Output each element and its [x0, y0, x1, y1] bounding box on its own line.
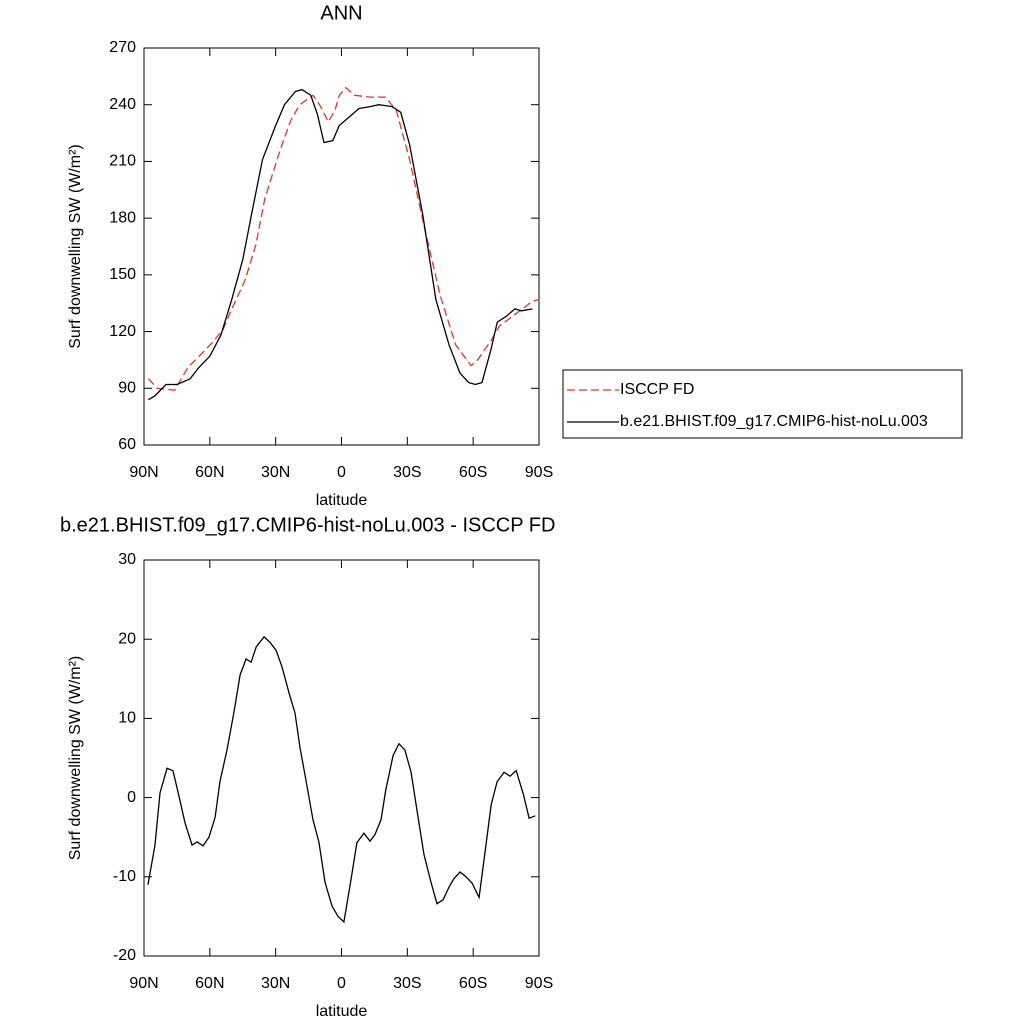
y-tick-label: 90 [118, 380, 136, 397]
y-tick-label: 270 [109, 39, 136, 56]
y-tick-label: 240 [109, 96, 136, 113]
x-tick-label: 0 [337, 464, 346, 481]
chart-title: ANN [320, 2, 362, 24]
x-tick-label: 60S [459, 464, 487, 481]
y-tick-label: -20 [113, 947, 136, 964]
data-line [147, 86, 540, 391]
x-axis-label: latitude [316, 1003, 368, 1020]
plot-frame [143, 559, 540, 957]
x-tick-label: 30S [393, 975, 421, 992]
x-tick-label: 30N [261, 464, 290, 481]
x-tick-label: 90N [129, 975, 158, 992]
y-tick-label: 30 [118, 551, 136, 568]
y-tick-label: 10 [118, 710, 136, 727]
data-line [148, 88, 533, 401]
x-axis-label: latitude [316, 492, 368, 509]
legend-box [562, 369, 963, 439]
x-tick-label: 60N [195, 975, 224, 992]
y-axis-label: Surf downwelling SW (W/m²) [67, 656, 84, 860]
y-tick-label: 20 [118, 630, 136, 647]
x-tick-label: 90S [525, 975, 553, 992]
x-tick-label: 0 [337, 975, 346, 992]
y-tick-label: 210 [109, 153, 136, 170]
data-line [147, 635, 536, 924]
legend-label: ISCCP FD [620, 381, 694, 398]
chart-title: b.e21.BHIST.f09_g17.CMIP6-hist-noLu.003 … [60, 514, 555, 536]
x-tick-label: 60N [195, 464, 224, 481]
legend: ISCCP FD b.e21.BHIST.f09_g17.CMIP6-hist-n… [562, 369, 963, 439]
x-tick-label: 60S [459, 975, 487, 992]
plot-frame [143, 47, 540, 446]
x-tick-label: 90S [525, 464, 553, 481]
y-tick-label: -10 [113, 868, 136, 885]
y-tick-label: 0 [127, 789, 136, 806]
legend-label: b.e21.BHIST.f09_g17.CMIP6-hist-noLu.003 [620, 413, 928, 430]
x-tick-label: 30N [261, 975, 290, 992]
y-tick-label: 180 [109, 209, 136, 226]
y-axis-label: Surf downwelling SW (W/m²) [67, 144, 84, 348]
y-tick-label: 150 [109, 266, 136, 283]
x-tick-label: 90N [129, 464, 158, 481]
x-tick-label: 30S [393, 464, 421, 481]
y-tick-label: 60 [118, 436, 136, 453]
y-tick-label: 120 [109, 323, 136, 340]
